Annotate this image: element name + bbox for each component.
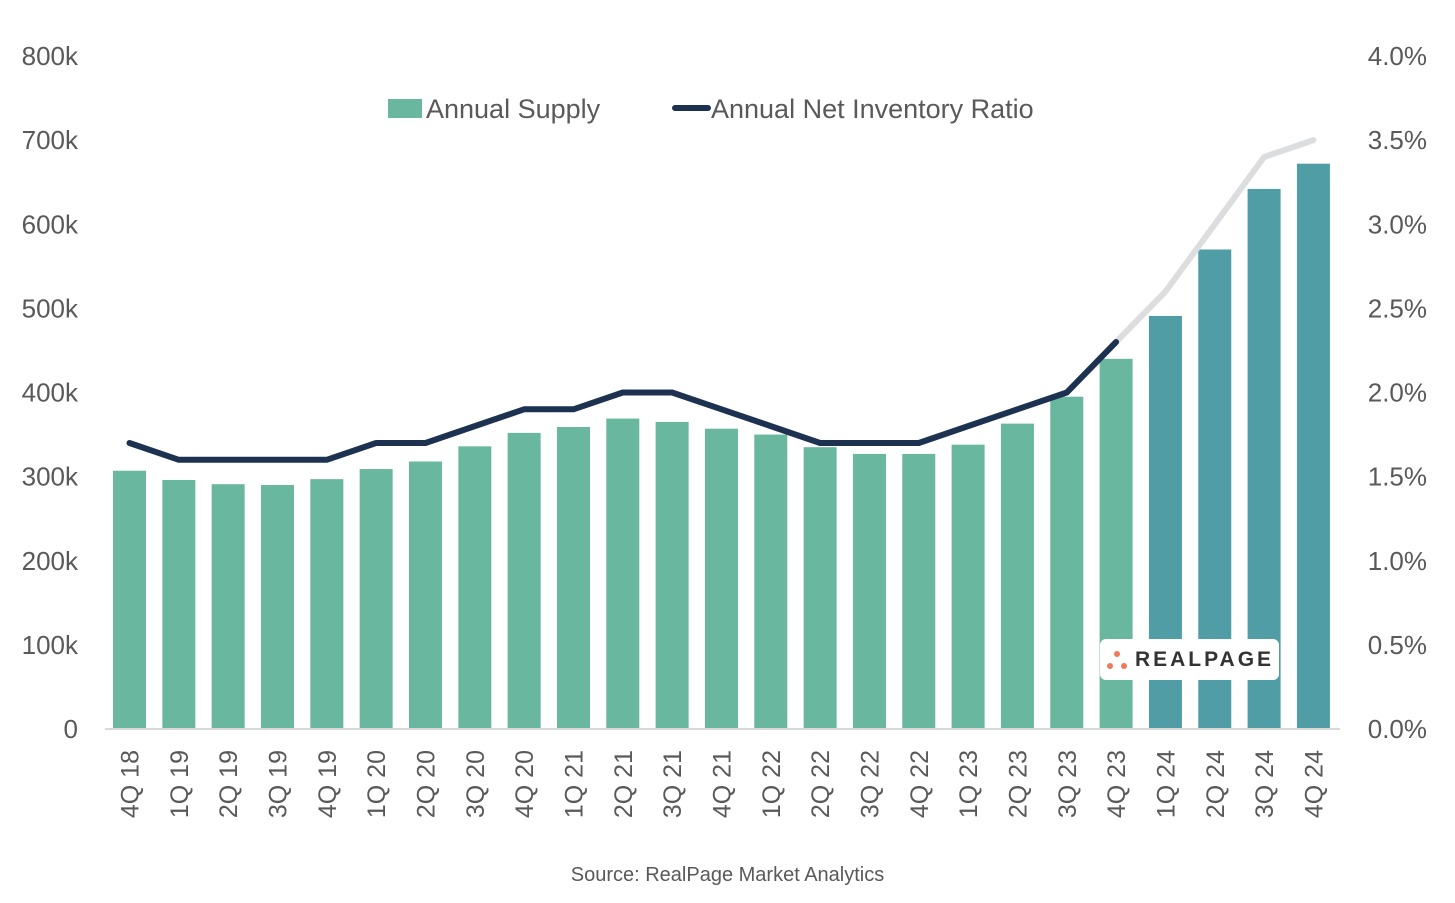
right-axis-ticks: 0.0% 0.5% 1.0% 1.5% 2.0% 2.5% 3.0% 3.5% 4.0% (1368, 41, 1427, 744)
supply-bar (1296, 163, 1330, 729)
supply-bar (704, 428, 738, 729)
ratio-lines (126, 137, 1317, 463)
supply-bar (951, 444, 985, 729)
supply-bar (113, 470, 146, 729)
x-tick-label: 3Q 24 (1251, 750, 1279, 818)
realpage-logo: REALPAGE (1100, 639, 1279, 680)
x-tick-label: 4Q 22 (906, 750, 934, 818)
x-tick-label: 2Q 20 (412, 750, 440, 818)
right-tick-label: 3.5% (1368, 125, 1427, 155)
left-tick-label: 300k (22, 462, 79, 492)
right-tick-label: 1.5% (1368, 462, 1427, 492)
supply-bar (260, 485, 294, 729)
legend-swatch-annual-supply (388, 99, 422, 118)
x-tick-label: 2Q 19 (215, 750, 243, 818)
right-tick-label: 1.0% (1368, 546, 1427, 576)
supply-bars (113, 163, 1330, 730)
left-tick-label: 400k (22, 378, 79, 408)
left-tick-label: 800k (22, 41, 79, 71)
supply-bar (852, 453, 886, 729)
left-tick-label: 500k (22, 293, 79, 323)
x-tick-label: 4Q 23 (1103, 750, 1131, 818)
supply-bar (556, 426, 590, 729)
logo-dots-icon (1106, 650, 1127, 669)
right-tick-label: 2.5% (1368, 293, 1427, 323)
x-tick-label: 1Q 21 (560, 750, 588, 818)
supply-bar (803, 447, 837, 729)
x-tick-label: 4Q 20 (511, 750, 539, 818)
supply-bar (408, 461, 442, 729)
x-tick-label: 3Q 21 (659, 750, 687, 818)
supply-bar (359, 469, 393, 729)
left-tick-label: 200k (22, 546, 79, 576)
x-tick-label: 1Q 19 (166, 750, 194, 818)
supply-bar (754, 434, 788, 729)
x-tick-label: 2Q 23 (1004, 750, 1032, 818)
left-tick-label: 0 (64, 714, 78, 744)
right-tick-label: 3.0% (1368, 209, 1427, 239)
net-inventory-ratio-line (126, 339, 1120, 463)
supply-bar (1050, 396, 1084, 729)
supply-bar (902, 453, 936, 729)
left-tick-label: 100k (22, 630, 79, 660)
supply-bar (655, 421, 689, 729)
x-tick-label: 1Q 20 (363, 750, 391, 818)
x-tick-label: 1Q 22 (758, 750, 786, 818)
supply-bar (1000, 423, 1034, 729)
supply-bar (507, 432, 541, 729)
supply-bar (1247, 188, 1281, 730)
right-tick-label: 0.5% (1368, 630, 1427, 660)
x-tick-label: 3Q 23 (1054, 750, 1082, 818)
right-tick-label: 2.0% (1368, 378, 1427, 408)
x-tick-label: 2Q 22 (807, 750, 835, 818)
supply-bar (458, 446, 492, 729)
legend: Annual Supply Annual Net Inventory Ratio (388, 94, 1034, 124)
x-tick-label: 3Q 22 (856, 750, 884, 818)
x-tick-label: 2Q 24 (1202, 750, 1230, 818)
x-tick-label: 4Q 19 (314, 750, 342, 818)
legend-label-net-inventory-ratio: Annual Net Inventory Ratio (711, 94, 1034, 124)
x-tick-label: 4Q 18 (117, 750, 145, 818)
right-tick-label: 4.0% (1368, 41, 1427, 71)
x-tick-label: 3Q 20 (462, 750, 490, 818)
left-axis-ticks: 0 100k 200k 300k 400k 500k 600k 700k 800k (22, 41, 79, 744)
x-tick-label: 4Q 21 (708, 750, 736, 818)
forecast-ratio-line (1113, 137, 1317, 345)
supply-bar (211, 484, 245, 729)
x-axis-ticks: 4Q 18 1Q 19 2Q 19 3Q 19 4Q 19 1Q 20 2Q 20 3Q 20… (117, 750, 1329, 818)
x-tick-label: 1Q 23 (955, 750, 983, 818)
supply-bar (606, 418, 640, 729)
x-tick-label: 2Q 21 (610, 750, 638, 818)
left-tick-label: 600k (22, 209, 79, 239)
left-tick-label: 700k (22, 125, 79, 155)
legend-label-annual-supply: Annual Supply (426, 94, 601, 124)
x-tick-label: 1Q 24 (1152, 750, 1180, 818)
supply-bar (162, 479, 196, 729)
right-tick-label: 0.0% (1368, 714, 1427, 744)
logo-text: REALPAGE (1134, 647, 1275, 671)
source-note: Source: RealPage Market Analytics (570, 864, 885, 886)
supply-bar (310, 479, 344, 729)
x-tick-label: 4Q 24 (1300, 750, 1328, 818)
x-tick-label: 3Q 19 (264, 750, 292, 818)
